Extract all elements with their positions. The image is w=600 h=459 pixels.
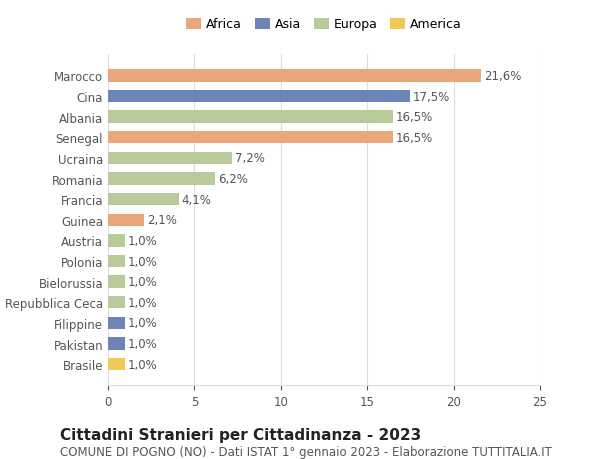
Bar (108, 235, 125, 247)
Text: 16,5%: 16,5% (396, 111, 433, 124)
Legend: Africa, Asia, Europa, America: Africa, Asia, Europa, America (187, 18, 461, 31)
Text: 1,0%: 1,0% (128, 337, 158, 350)
Text: 16,5%: 16,5% (396, 132, 433, 145)
Text: 21,6%: 21,6% (484, 70, 521, 83)
Bar (108, 70, 481, 83)
Bar (108, 152, 232, 165)
Text: 4,1%: 4,1% (181, 193, 211, 206)
Text: 1,0%: 1,0% (128, 317, 158, 330)
Bar (108, 317, 125, 330)
Text: 1,0%: 1,0% (128, 296, 158, 309)
Bar (108, 91, 410, 103)
Text: 6,2%: 6,2% (218, 173, 248, 185)
Bar (108, 255, 125, 268)
Text: Cittadini Stranieri per Cittadinanza - 2023: Cittadini Stranieri per Cittadinanza - 2… (60, 427, 421, 442)
Bar (108, 194, 179, 206)
Text: 7,2%: 7,2% (235, 152, 265, 165)
Bar (108, 111, 393, 123)
Bar (108, 276, 125, 288)
Text: 1,0%: 1,0% (128, 235, 158, 247)
Bar (108, 214, 144, 226)
Text: 2,1%: 2,1% (147, 214, 177, 227)
Text: 17,5%: 17,5% (413, 90, 450, 103)
Bar (108, 338, 125, 350)
Bar (108, 297, 125, 309)
Bar (108, 132, 393, 144)
Text: 1,0%: 1,0% (128, 358, 158, 371)
Text: COMUNE DI POGNO (NO) - Dati ISTAT 1° gennaio 2023 - Elaborazione TUTTITALIA.IT: COMUNE DI POGNO (NO) - Dati ISTAT 1° gen… (60, 445, 552, 458)
Bar (108, 173, 215, 185)
Text: 1,0%: 1,0% (128, 275, 158, 289)
Bar (108, 358, 125, 370)
Text: 1,0%: 1,0% (128, 255, 158, 268)
